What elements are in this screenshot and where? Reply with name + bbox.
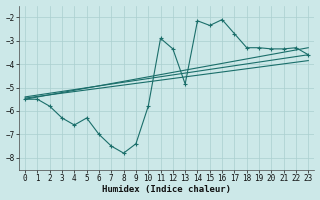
- X-axis label: Humidex (Indice chaleur): Humidex (Indice chaleur): [102, 185, 231, 194]
